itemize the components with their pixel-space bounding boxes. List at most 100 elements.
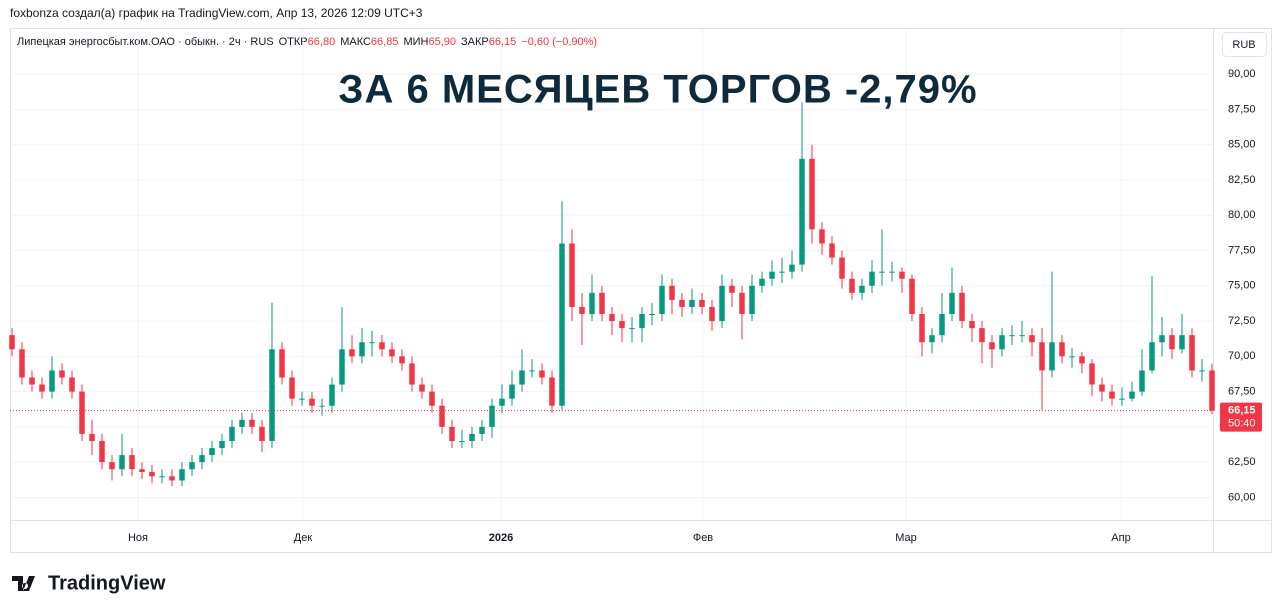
candle-body	[929, 335, 935, 343]
candle-body	[599, 292, 605, 315]
candle-body	[259, 426, 265, 441]
candle-body	[499, 398, 505, 406]
candle-body	[379, 342, 385, 350]
candle-body	[299, 398, 305, 400]
candle-body	[739, 292, 745, 315]
candle-body	[749, 285, 755, 315]
y-tick-label: 85,00	[1228, 139, 1256, 151]
y-tick-label: 82,50	[1228, 174, 1256, 186]
candle-body	[1009, 335, 1015, 337]
brand: TradingView	[48, 572, 166, 594]
candle-body	[439, 405, 445, 427]
candle-body	[1109, 391, 1115, 399]
candle-body	[229, 426, 235, 441]
candle-body	[569, 243, 575, 307]
candle-body	[49, 370, 55, 392]
candle-body	[1149, 342, 1155, 371]
x-tick-label: Мар	[895, 532, 917, 544]
last-price-badge	[1220, 402, 1262, 432]
legend-line: Липецкая энергосбыт.ком.ОАО · обыкн. · 2…	[17, 36, 597, 48]
candle-body	[819, 229, 825, 244]
legend-value: 66,15	[489, 36, 517, 48]
candle-body	[159, 476, 165, 478]
candle-body	[169, 476, 175, 481]
legend-label: МАКС	[340, 36, 371, 48]
candle-body	[959, 292, 965, 322]
candle-body	[869, 271, 875, 286]
candle-body	[79, 391, 85, 434]
candle-body	[999, 335, 1005, 350]
legend-value: 66,85	[371, 36, 399, 48]
header: foxbonza создал(а) график на TradingView…	[10, 6, 423, 20]
candle-body	[139, 469, 145, 473]
candle-body	[579, 306, 585, 315]
candle-body	[1139, 370, 1145, 392]
candle-body	[459, 440, 465, 442]
candle-body	[59, 370, 65, 378]
candle-body	[279, 349, 285, 378]
candle-body	[659, 285, 665, 315]
currency-label[interactable]: RUB	[1232, 39, 1255, 51]
candle-body	[1159, 335, 1165, 343]
candle-body	[349, 349, 355, 357]
candle-body	[419, 384, 425, 392]
candle-body	[369, 342, 375, 344]
candle-body	[549, 377, 555, 406]
candle-body	[99, 440, 105, 463]
candle-body	[799, 158, 805, 265]
candle-body	[689, 299, 695, 307]
candle-body	[709, 306, 715, 322]
brand-logo: TradingView	[12, 572, 166, 594]
candle-body	[409, 363, 415, 385]
candle-body	[89, 433, 95, 441]
candle-body	[309, 398, 315, 406]
candle-body	[149, 472, 155, 477]
x-tick-label: Дек	[294, 532, 313, 544]
candle-body	[809, 158, 815, 230]
currency-button[interactable]	[1222, 32, 1267, 57]
candle-body	[269, 349, 275, 441]
grid	[10, 29, 1213, 520]
candle-body	[979, 328, 985, 343]
logo-icon	[12, 576, 35, 591]
candle-body	[19, 349, 25, 378]
candle-body	[879, 271, 885, 273]
legend-change: −0,60 (−0,90%)	[521, 36, 597, 48]
candle-body	[9, 335, 15, 350]
candle-body	[179, 469, 185, 481]
y-tick-label: 77,50	[1228, 244, 1256, 256]
candle-body	[1199, 370, 1205, 372]
candle-body	[769, 271, 775, 279]
y-tick-label: 70,00	[1228, 350, 1256, 362]
candle-body	[339, 349, 345, 385]
candle-body	[559, 243, 565, 406]
y-tick-label: 67,50	[1228, 386, 1256, 398]
candle-body	[39, 384, 45, 392]
candle-body	[219, 440, 225, 449]
candle-body	[239, 419, 245, 427]
y-tick-label: 60,00	[1228, 491, 1256, 503]
last-price-label: 66,15	[1228, 405, 1256, 417]
candle-body	[1189, 335, 1195, 371]
candle-body	[319, 405, 325, 407]
candle-body	[249, 419, 255, 427]
candle-body	[1099, 384, 1105, 392]
candle-body	[1069, 356, 1075, 358]
candle-body	[699, 299, 705, 307]
candle-body	[719, 285, 725, 322]
candle-body	[359, 342, 365, 357]
candle-body	[639, 314, 645, 329]
candle-body	[1209, 370, 1215, 411]
candle-body	[609, 314, 615, 322]
candle-body	[119, 455, 125, 470]
y-tick-label: 87,50	[1228, 103, 1256, 115]
legend-value: 65,90	[428, 36, 456, 48]
candle-body	[889, 271, 895, 273]
candle-body	[329, 384, 335, 406]
candle-body	[1059, 342, 1065, 357]
y-tick-label: 80,00	[1228, 209, 1256, 221]
candle-body	[1039, 342, 1045, 371]
candle-body	[829, 243, 835, 258]
